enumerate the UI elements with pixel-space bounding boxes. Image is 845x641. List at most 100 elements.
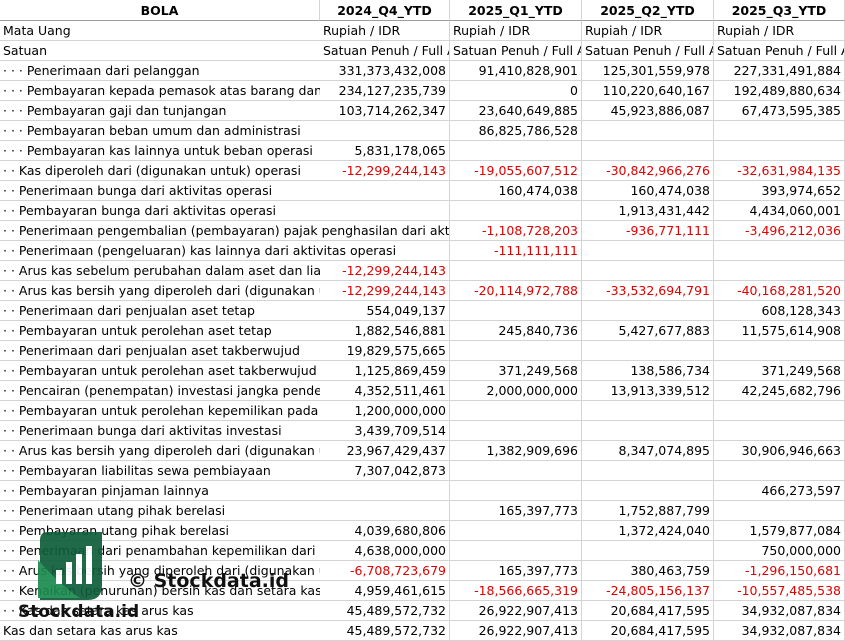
value-cell: Rupiah / IDR <box>320 21 450 41</box>
value-cell: 4,959,461,615 <box>320 581 450 601</box>
empty-cell <box>582 261 714 281</box>
value-cell: -12,299,244,143 <box>320 261 450 281</box>
value-cell: 4,039,680,806 <box>320 521 450 541</box>
value-cell: 1,752,887,799 <box>582 501 714 521</box>
value-cell: -936,771,111 <box>582 221 714 241</box>
empty-cell <box>582 461 714 481</box>
value-cell: -111,111,111 <box>450 241 582 261</box>
value-cell: -33,532,694,791 <box>582 281 714 301</box>
row-label: · · Pembayaran untuk perolehan aset teta… <box>0 321 320 341</box>
value-cell: 371,249,568 <box>450 361 582 381</box>
empty-cell <box>450 261 582 281</box>
empty-cell <box>714 141 845 161</box>
value-cell: 13,913,339,512 <box>582 381 714 401</box>
value-cell: Rupiah / IDR <box>714 21 845 41</box>
value-cell: 7,307,042,873 <box>320 461 450 481</box>
value-cell: Satuan Penuh / Full A <box>450 41 582 61</box>
value-cell: 4,352,511,461 <box>320 381 450 401</box>
value-cell: 2,000,000,000 <box>450 381 582 401</box>
row-label: · · Pembayaran utang pihak berelasi <box>0 521 320 541</box>
empty-cell <box>320 221 450 241</box>
value-cell: 26,922,907,413 <box>450 601 582 621</box>
row-label: Satuan <box>0 41 320 61</box>
empty-cell <box>582 141 714 161</box>
value-cell: 608,128,343 <box>714 301 845 321</box>
empty-cell <box>450 201 582 221</box>
empty-cell <box>714 461 845 481</box>
empty-cell <box>582 541 714 561</box>
row-label: · · Arus kas bersih yang diperoleh dari … <box>0 441 332 461</box>
value-cell: 110,220,640,167 <box>582 81 714 101</box>
value-cell: 23,640,649,885 <box>450 101 582 121</box>
value-cell: 45,489,572,732 <box>320 621 450 641</box>
value-cell: 91,410,828,901 <box>450 61 582 81</box>
row-label: · · Pembayaran bunga dari aktivitas oper… <box>0 201 320 221</box>
value-cell: 234,127,235,739 <box>320 81 450 101</box>
empty-cell <box>714 121 845 141</box>
empty-cell <box>450 521 582 541</box>
row-label: · · Penerimaan bunga dari aktivitas oper… <box>0 181 320 201</box>
value-cell: -20,114,972,788 <box>450 281 582 301</box>
value-cell: 45,489,572,732 <box>320 601 450 621</box>
empty-cell <box>582 341 714 361</box>
row-label: · · Kenaikan (penurunan) bersih kas dan … <box>0 581 322 601</box>
empty-cell <box>714 341 845 361</box>
value-cell: 30,906,946,663 <box>714 441 845 461</box>
column-header: 2025_Q1_YTD <box>450 0 582 21</box>
value-cell: Satuan Penuh / Full A <box>320 41 450 61</box>
value-cell: 42,245,682,796 <box>714 381 845 401</box>
row-label: · · Penerimaan utang pihak berelasi <box>0 501 320 521</box>
value-cell: -12,299,244,143 <box>320 161 450 181</box>
value-cell: -6,708,723,679 <box>320 561 450 581</box>
value-cell: -18,566,665,319 <box>450 581 582 601</box>
empty-cell <box>582 121 714 141</box>
row-label: · · Pencairan (penempatan) investasi jan… <box>0 381 329 401</box>
row-label: · · · Pembayaran beban umum dan administ… <box>0 121 320 141</box>
empty-cell <box>714 401 845 421</box>
value-cell: 45,923,886,087 <box>582 101 714 121</box>
value-cell: 138,586,734 <box>582 361 714 381</box>
value-cell: 371,249,568 <box>714 361 845 381</box>
value-cell: -30,842,966,276 <box>582 161 714 181</box>
empty-cell <box>320 501 450 521</box>
empty-cell <box>450 541 582 561</box>
value-cell: -40,168,281,520 <box>714 281 845 301</box>
value-cell: 331,373,432,008 <box>320 61 450 81</box>
empty-cell <box>582 241 714 261</box>
row-label: · · Arus kas bersih yang diperoleh dari … <box>0 561 332 581</box>
row-label: · · Penerimaan bunga dari aktivitas inve… <box>0 421 320 441</box>
empty-cell <box>320 481 450 501</box>
row-label: · · Pembayaran pinjaman lainnya <box>0 481 320 501</box>
value-cell: 1,125,869,459 <box>320 361 450 381</box>
value-cell: 1,579,877,084 <box>714 521 845 541</box>
value-cell: 1,200,000,000 <box>320 401 450 421</box>
value-cell: 67,473,595,385 <box>714 101 845 121</box>
value-cell: Satuan Penuh / Full A <box>714 41 845 61</box>
value-cell: Rupiah / IDR <box>582 21 714 41</box>
value-cell: 380,463,759 <box>582 561 714 581</box>
value-cell: 20,684,417,595 <box>582 621 714 641</box>
row-label: · · Pembayaran untuk perolehan aset takb… <box>0 361 320 381</box>
value-cell: 554,049,137 <box>320 301 450 321</box>
empty-cell <box>582 401 714 421</box>
empty-cell <box>450 301 582 321</box>
empty-cell <box>450 481 582 501</box>
column-header: 2025_Q2_YTD <box>582 0 714 21</box>
empty-cell <box>714 501 845 521</box>
row-label: · · Penerimaan dari penambahan kepemilik… <box>0 541 327 561</box>
empty-cell <box>450 401 582 421</box>
value-cell: 11,575,614,908 <box>714 321 845 341</box>
value-cell: 5,831,178,065 <box>320 141 450 161</box>
column-header: 2025_Q3_YTD <box>714 0 845 21</box>
row-label: · · Pembayaran liabilitas sewa pembiayaa… <box>0 461 320 481</box>
value-cell: 393,974,652 <box>714 181 845 201</box>
row-label: Kas dan setara kas arus kas <box>0 621 320 641</box>
column-header: 2024_Q4_YTD <box>320 0 450 21</box>
value-cell: 1,913,431,442 <box>582 201 714 221</box>
value-cell: 1,382,909,696 <box>450 441 582 461</box>
value-cell: 125,301,559,978 <box>582 61 714 81</box>
row-label: · · Arus kas bersih yang diperoleh dari … <box>0 281 332 301</box>
row-label: · · Kas diperoleh dari (digunakan untuk)… <box>0 161 320 181</box>
value-cell: 466,273,597 <box>714 481 845 501</box>
value-cell: 34,932,087,834 <box>714 621 845 641</box>
